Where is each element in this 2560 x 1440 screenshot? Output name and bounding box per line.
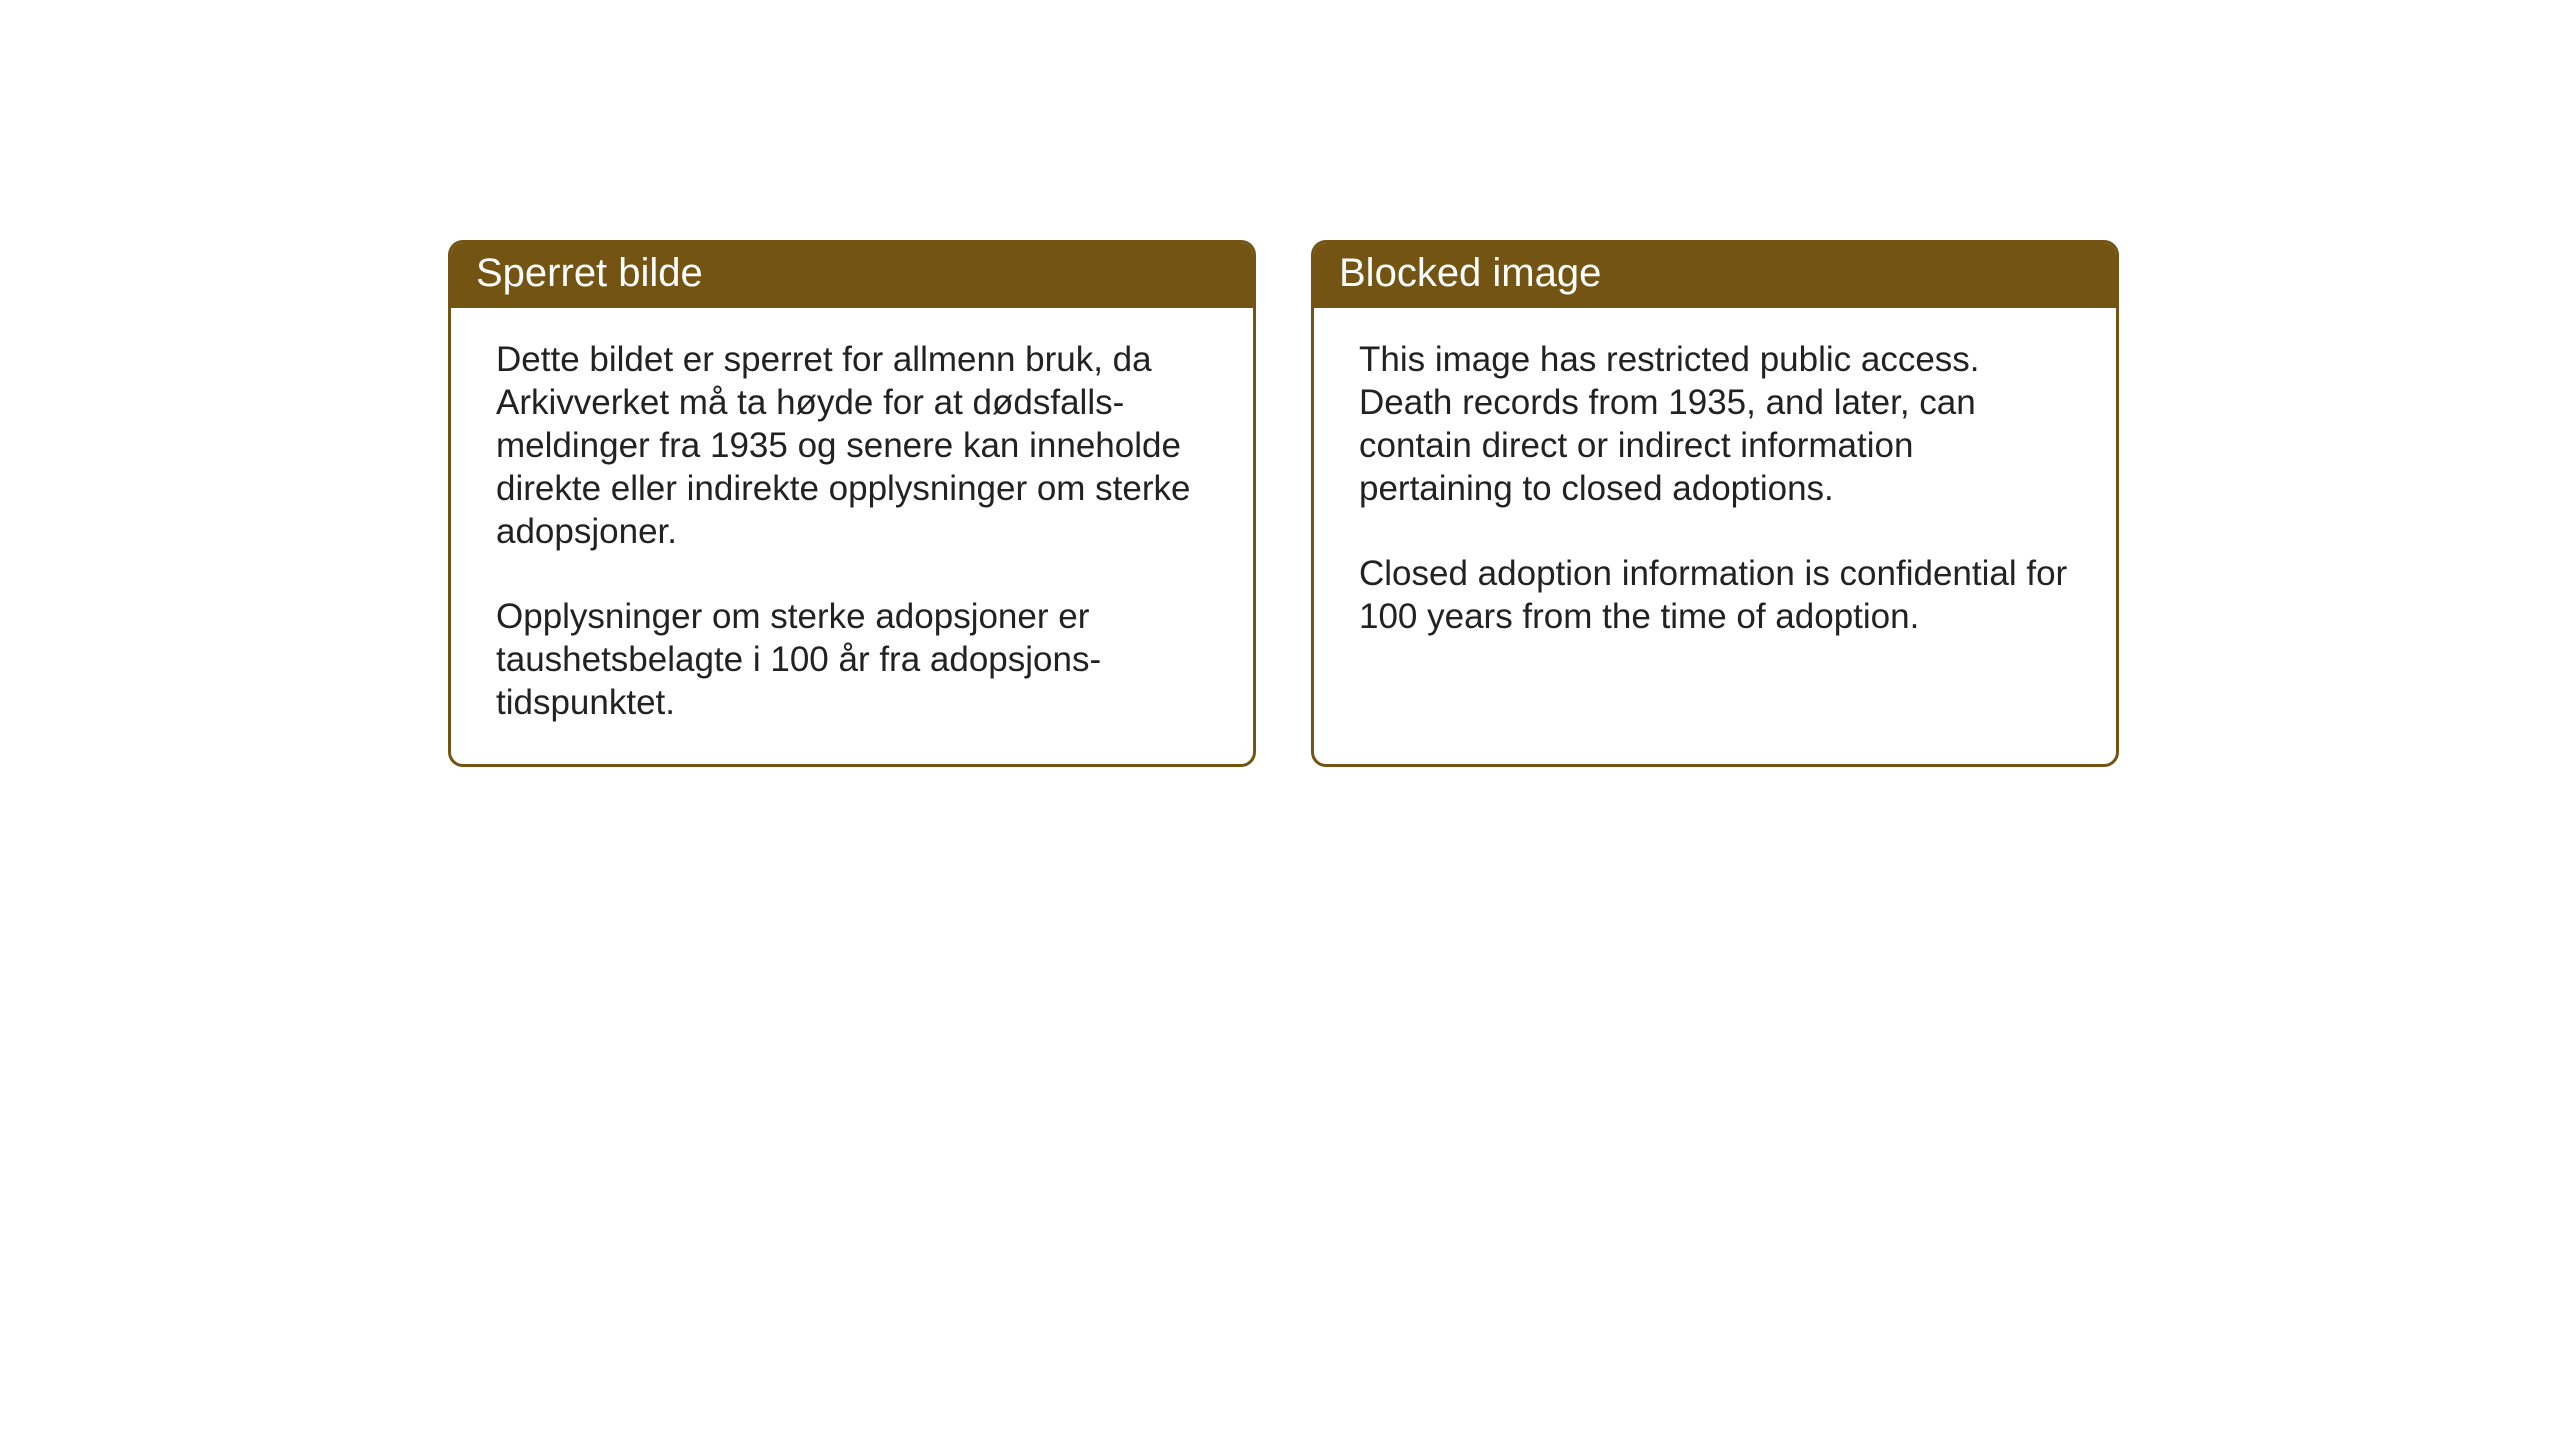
notice-cards-container: Sperret bilde Dette bildet er sperret fo… (448, 240, 2119, 767)
card-body-norwegian: Dette bildet er sperret for allmenn bruk… (451, 308, 1253, 764)
card-paragraph-2-english: Closed adoption information is confident… (1359, 552, 2071, 638)
card-body-english: This image has restricted public access.… (1314, 308, 2116, 718)
card-paragraph-1-english: This image has restricted public access.… (1359, 338, 2071, 510)
card-paragraph-2-norwegian: Opplysninger om sterke adopsjoner er tau… (496, 595, 1208, 724)
card-title-english: Blocked image (1314, 243, 2116, 308)
blocked-image-card-norwegian: Sperret bilde Dette bildet er sperret fo… (448, 240, 1256, 767)
card-title-norwegian: Sperret bilde (451, 243, 1253, 308)
card-paragraph-1-norwegian: Dette bildet er sperret for allmenn bruk… (496, 338, 1208, 553)
blocked-image-card-english: Blocked image This image has restricted … (1311, 240, 2119, 767)
